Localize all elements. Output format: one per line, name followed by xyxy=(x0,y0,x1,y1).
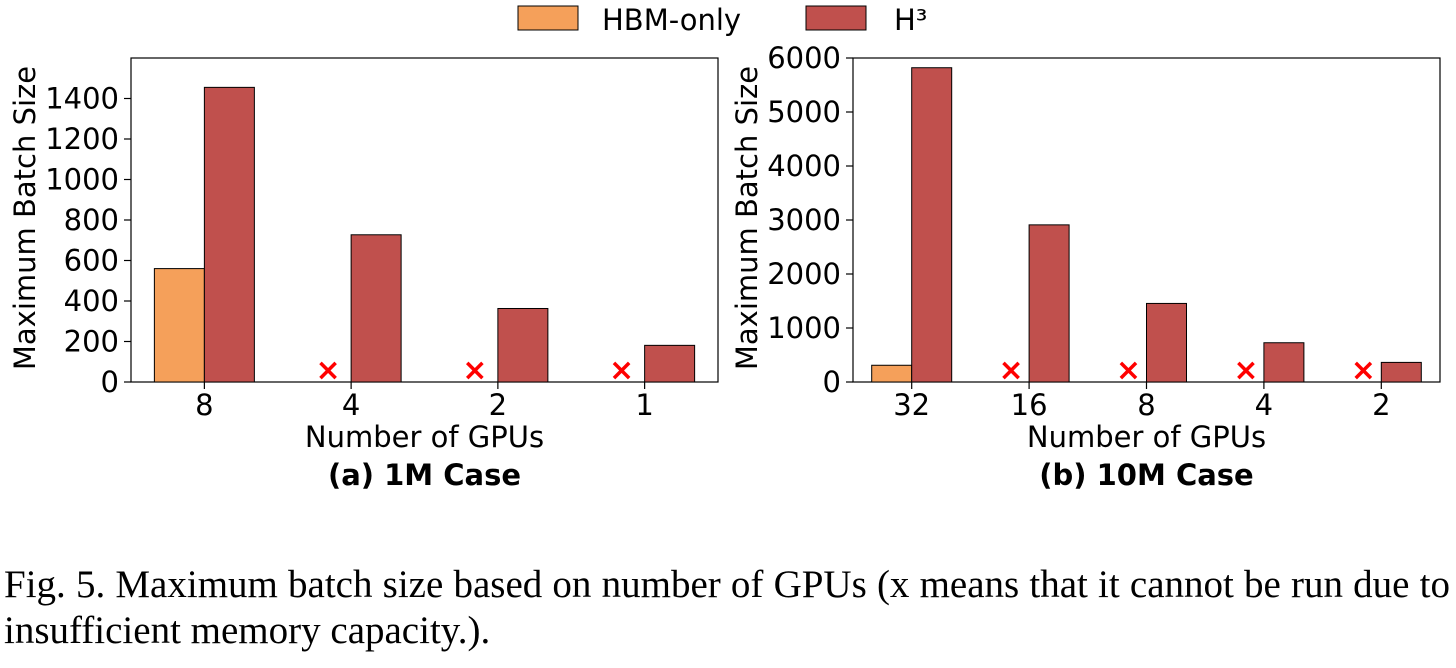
not-runnable-marker: × xyxy=(1116,353,1141,388)
bar-h3 xyxy=(1146,302,1187,383)
not-runnable-marker: × xyxy=(999,353,1024,388)
chart-subtitle: (a) 1M Case xyxy=(328,458,521,492)
y-tick-label: 1000 xyxy=(45,163,119,197)
y-axis-label: Maximum Batch Size xyxy=(730,66,764,370)
y-tick-label: 4000 xyxy=(767,149,841,183)
x-tick-label: 8 xyxy=(195,388,213,422)
x-tick-label: 1 xyxy=(635,388,653,422)
y-tick-label: 3000 xyxy=(767,203,841,237)
chart-10m-case: 010002000300040005000600032×16×8×4×2Numb… xyxy=(730,41,1441,492)
bar-hbm-only xyxy=(871,364,913,383)
y-tick-label: 600 xyxy=(64,244,119,278)
y-axis-label: Maximum Batch Size xyxy=(8,66,42,370)
x-axis-label: Number of GPUs xyxy=(305,420,544,454)
x-tick-label: 16 xyxy=(1011,388,1048,422)
bar-h3 xyxy=(644,344,696,383)
bar-h3 xyxy=(911,67,953,383)
not-runnable-marker: × xyxy=(1233,353,1258,388)
not-runnable-marker: × xyxy=(1351,353,1376,388)
y-tick-label: 6000 xyxy=(767,41,841,75)
y-tick-label: 800 xyxy=(64,203,119,237)
x-tick-label: 4 xyxy=(342,388,360,422)
y-tick-label: 0 xyxy=(101,365,119,399)
legend-swatch-hbm-only xyxy=(517,5,579,31)
bar-h3 xyxy=(1380,361,1422,383)
bar-hbm-only xyxy=(153,268,205,383)
x-tick-label: 2 xyxy=(1372,388,1390,422)
x-tick-label: 4 xyxy=(1255,388,1273,422)
y-tick-label: 0 xyxy=(823,365,841,399)
x-axis-label: Number of GPUs xyxy=(1027,420,1266,454)
bar-h3 xyxy=(203,86,255,383)
y-tick-label: 1000 xyxy=(767,311,841,345)
y-tick-label: 1400 xyxy=(45,82,119,116)
chart-subtitle: (b) 10M Case xyxy=(1039,458,1253,492)
legend: HBM-only H³ xyxy=(517,3,927,37)
bar-h3 xyxy=(350,234,402,383)
bar-h3 xyxy=(1263,342,1305,383)
not-runnable-marker: × xyxy=(462,353,487,388)
bar-h3 xyxy=(1028,224,1070,383)
bar-h3 xyxy=(497,307,549,383)
x-tick-label: 2 xyxy=(489,388,507,422)
legend-swatch-h3 xyxy=(805,5,867,31)
legend-label-h3: H³ xyxy=(894,3,927,37)
x-tick-label: 8 xyxy=(1137,388,1155,422)
x-tick-label: 32 xyxy=(893,388,930,422)
not-runnable-marker: × xyxy=(316,353,341,388)
y-tick-label: 400 xyxy=(64,284,119,318)
y-tick-label: 2000 xyxy=(767,257,841,291)
figure-caption: Fig. 5. Maximum batch size based on numb… xyxy=(4,563,1450,652)
y-tick-label: 200 xyxy=(64,325,119,359)
y-tick-label: 5000 xyxy=(767,95,841,129)
y-tick-label: 1200 xyxy=(45,122,119,156)
legend-label-hbm-only: HBM-only xyxy=(602,3,741,37)
not-runnable-marker: × xyxy=(609,353,634,388)
